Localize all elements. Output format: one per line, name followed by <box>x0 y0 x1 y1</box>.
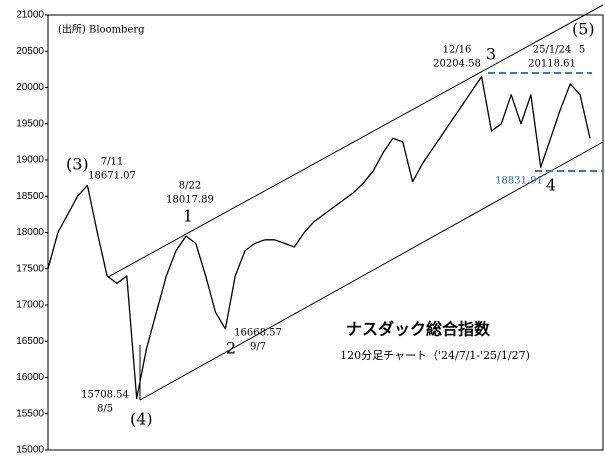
wave-label: 2 <box>226 339 236 358</box>
y-tick-label: 20500 <box>16 46 44 57</box>
annotation: 20204.58 <box>433 59 481 70</box>
channel-lower <box>139 141 604 401</box>
y-tick-label: 16000 <box>16 372 44 383</box>
price-line <box>47 75 591 400</box>
y-tick-label: 21000 <box>16 10 44 21</box>
annotation: 20118.61 <box>528 59 576 70</box>
y-tick-label: 15000 <box>16 445 44 456</box>
y-tick-label: 18500 <box>16 191 44 202</box>
y-tick-label: 15500 <box>16 408 44 419</box>
wave-label: 5 <box>579 45 585 56</box>
chart-title: ナスダック総合指数 <box>346 320 491 339</box>
annotation: 15708.54 <box>81 390 129 401</box>
annotation: 9/7 <box>250 342 266 353</box>
annotation: 18671.07 <box>88 171 136 182</box>
y-tick-label: 18000 <box>16 227 44 238</box>
wave-label: (3) <box>66 155 89 174</box>
annotation: 25/1/24 <box>533 45 572 56</box>
annotation: 18017.89 <box>166 195 214 206</box>
y-tick-label: 19500 <box>16 118 44 129</box>
annotation: 8/22 <box>179 181 201 192</box>
annotation: 7/11 <box>101 157 123 168</box>
source: (出所) Bloomberg <box>58 23 145 36</box>
wave-label: 4 <box>546 176 556 195</box>
wave-label: (5) <box>572 20 595 39</box>
y-tick-label: 16500 <box>16 336 44 347</box>
wave-label: 3 <box>486 45 496 64</box>
wave-label: (4) <box>130 410 153 429</box>
y-tick-label: 17000 <box>16 300 44 311</box>
plot-frame <box>47 14 604 451</box>
y-tick-label: 17500 <box>16 263 44 274</box>
annotation: 8/5 <box>97 404 113 415</box>
y-tick-label: 19000 <box>16 155 44 166</box>
y-tick-label: 20000 <box>16 82 44 93</box>
channel-upper <box>107 4 604 278</box>
annotation: 12/16 <box>443 45 472 56</box>
chart-subtitle: 120分足チャート（'24/7/1-'25/1/27) <box>340 349 530 362</box>
annotation: 16668.57 <box>234 328 282 339</box>
annotation: 18831.91 <box>495 176 543 187</box>
wave-label: 1 <box>183 207 193 226</box>
